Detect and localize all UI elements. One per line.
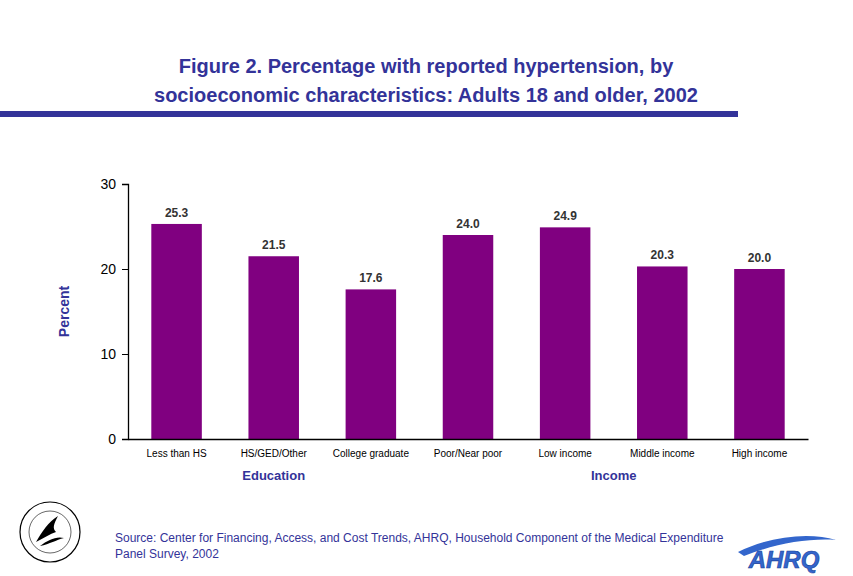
- text-line: Figure 2. Percentage with reported hyper…: [179, 55, 674, 77]
- text-line: Source: Center for Financing, Access, an…: [115, 531, 724, 545]
- x-group-label: Income: [591, 468, 637, 483]
- x-tick: Middle income: [630, 448, 695, 459]
- x-tick: Poor/Near poor: [434, 448, 503, 459]
- data-label: 24.0: [456, 217, 480, 231]
- bar: [443, 235, 494, 439]
- x-tick: College graduate: [333, 448, 410, 459]
- y-tick-mark: [122, 439, 128, 440]
- data-label: 20.3: [651, 248, 675, 262]
- x-tick-label: Poor/Near poor: [434, 448, 503, 459]
- bar: [734, 269, 785, 439]
- y-tick-label: 30: [100, 176, 116, 192]
- source: Source: Center for Financing, Access, an…: [115, 531, 724, 561]
- data-label: 17.6: [359, 271, 383, 285]
- x-group-label: Education: [242, 468, 305, 483]
- text-line: Panel Survey, 2002: [115, 547, 219, 561]
- x-tick: HS/GED/Other: [241, 448, 308, 459]
- x-tick: Less than HS: [147, 448, 207, 459]
- y-axis-title: Percent: [56, 285, 72, 337]
- data-label: 21.5: [262, 238, 286, 252]
- y-tick-label: 20: [100, 261, 116, 277]
- logo-text: AHRQ: [748, 546, 820, 573]
- bar: [540, 227, 591, 439]
- y-tick-label: 10: [100, 346, 116, 362]
- x-tick-label: Middle income: [630, 448, 695, 459]
- y-tick-label: 0: [108, 431, 116, 447]
- bar: [248, 256, 299, 439]
- x-tick-label: HS/GED/Other: [241, 448, 308, 459]
- data-label: 20.0: [748, 251, 772, 265]
- x-tick-label: High income: [732, 448, 788, 459]
- seal-eagle: [36, 516, 64, 546]
- bar: [637, 266, 688, 439]
- ahrq-logo: AHRQ: [738, 536, 836, 573]
- data-label: 24.9: [553, 209, 577, 223]
- seal-inner: [29, 511, 71, 553]
- hhs-seal: [20, 502, 80, 562]
- y-axis: 0 10 20 30: [100, 176, 128, 447]
- data-label: 25.3: [165, 206, 189, 220]
- seal-ring: [20, 502, 80, 562]
- x-tick-label: Low income: [538, 448, 592, 459]
- x-tick-label: Less than HS: [147, 448, 207, 459]
- y-tick-mark: [122, 354, 128, 355]
- text-line: socioeconomic characteristics: Adults 18…: [154, 84, 698, 106]
- y-tick-mark: [122, 184, 128, 185]
- x-axis-line: [129, 439, 809, 440]
- data-labels: 25.3 21.5 17.6 24.0 24.9 20.3 20.0: [165, 206, 772, 285]
- bars: [151, 224, 784, 439]
- bar: [151, 224, 202, 439]
- x-tick-label: College graduate: [333, 448, 410, 459]
- background: [0, 0, 853, 576]
- bar: [346, 289, 397, 439]
- x-groups: Education Income: [242, 468, 636, 483]
- x-tick: High income: [732, 448, 788, 459]
- y-tick: 30: [100, 176, 128, 192]
- y-tick-mark: [122, 269, 128, 270]
- title-rule: [0, 111, 738, 117]
- y-tick: 10: [100, 346, 128, 362]
- chart: Figure 2. Percentage with reported hyper…: [0, 0, 853, 576]
- y-tick: 0: [108, 431, 128, 447]
- title: Figure 2. Percentage with reported hyper…: [154, 55, 698, 106]
- y-axis-line: [122, 185, 129, 440]
- x-tick: Low income: [538, 448, 592, 459]
- x-axis: Less than HS HS/GED/Other College graduate…: [129, 440, 809, 460]
- y-tick: 20: [100, 261, 128, 277]
